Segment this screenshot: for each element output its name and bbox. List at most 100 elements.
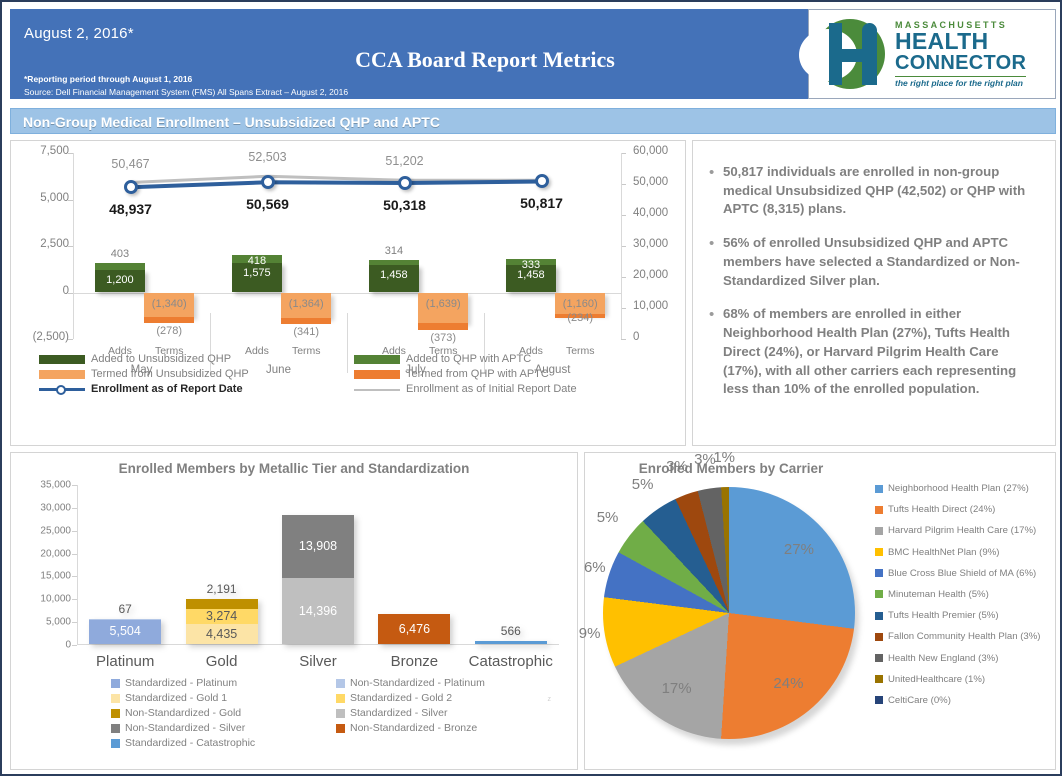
legend-item: Health New England (3%) [875,653,1053,664]
bar-value-label: (278) [156,324,183,337]
legend-label: Termed from Unsubsidized QHP [91,368,249,380]
legend-item: Standardized - Gold 2 [336,692,561,704]
bar-value-label: (234) [567,312,594,325]
enrollment-combo-chart: 7,500 5,000 2,500 0 (2,500) 60,000 50,000 40,00… [10,140,686,446]
left-axis-tick-label: 5,000 [40,191,69,204]
legend-label: CeltiCare (0%) [888,694,951,706]
axis-tick [68,292,73,294]
axis-tick [68,199,73,201]
tier-category-label: Gold [205,653,238,670]
initial-report-value-label: 52,503 [248,150,287,165]
bar-added-unsubsidized: 1,458 [368,265,419,293]
tier-bar-column: 4,435 3,274 2,191 [185,484,258,644]
legend-label: Non-Standardized - Silver [125,722,246,734]
legend-label: Blue Cross Blue Shield of MA (6%) [888,567,1037,579]
subcategory-label: Adds [381,345,406,357]
pie-slice-percent-label: 5% [631,475,654,493]
bar-value-label: 403 [110,247,130,260]
highlight-bullet: • 56% of enrolled Unsubsidized QHP and AP… [709,234,1037,290]
section-title: Non-Group Medical Enrollment – Unsubsidi… [23,114,440,130]
group-separator [347,313,348,373]
legend-label: Enrollment as of Report Date [91,383,243,395]
axis-tick [621,153,626,154]
legend-label: Non-Standardized - Bronze [350,722,478,734]
right-axis-tick-label: 0 [633,331,640,343]
tier-axis-tick-label: 5,000 [45,616,71,628]
legend-color-swatch [39,369,85,379]
bar-added-aptc: 314 [368,245,419,266]
tier-axis-tick-label: 0 [65,639,71,651]
month-label: May [130,364,153,376]
segment-value-label: 3,274 [205,609,238,624]
legend-label: Neighborhood Health Plan (27%) [888,483,1029,494]
tier-bar-column: 6,476 [378,484,451,644]
bullet-dot-icon: • [709,306,715,324]
legend-label: Standardized - Silver [350,707,448,719]
legend-item: Standardized - Platinum [111,677,336,689]
legend-label: Standardized - Gold 2 [350,692,453,704]
legend-label: Fallon Community Health Plan (3%) [888,631,1041,643]
pie-graphic: 27% 24% 17% 9% 6% 5% 5% 3% 3% 1% [579,449,871,755]
tier-y-axis [77,485,78,645]
tier-bar-segment: 14,396 [282,578,354,644]
highlight-bullet: • 68% of members are enrolled in either N… [709,305,1037,399]
legend-item: UnitedHealthcare (1%) [875,674,1053,685]
carrier-pie-chart: Enrolled Members by Carrier 27% 24% 17% 9% 6… [579,449,1056,770]
tier-bar-segment: 4,435 [185,623,258,644]
axis-tick [621,246,626,247]
tier-x-axis [77,644,559,645]
legend-item: Tufts Health Direct (24%) [875,504,1053,515]
group-separator [484,313,485,373]
pie-slice-percent-label: 27% [783,541,814,559]
legend-color-swatch [875,675,883,684]
tier-chart-title: Enrolled Members by Metallic Tier and St… [118,461,470,476]
legend-item: Enrollment as of Initial Report Date [354,383,669,395]
legend-label: Health New England (3%) [888,652,999,664]
segment-value-label: 2,191 [206,581,237,596]
legend-color-swatch [875,632,883,641]
left-axis-line [73,153,74,339]
bar-termed-aptc: (234) [555,312,606,324]
report-date-value-label: 48,937 [109,201,152,218]
tier-bar-segment: 2,191 [185,582,258,609]
subcategory-label: Terms [154,345,184,357]
tier-axis-tick-label: 10,000 [40,593,71,605]
legend-item: Harvard Pilgrim Health Care (17%) [875,525,1053,536]
tier-chart-legend: Standardized - Platinum Non-Standardized … [111,677,561,752]
line-marker [397,176,412,190]
page-title: CCA Board Report Metrics [355,47,615,72]
legend-color-swatch [336,693,345,703]
legend-item: Non-Standardized - Platinum [336,677,561,689]
logo-wordmark: MASSACHUSETTS HEALTH CONNECTOR the right… [895,19,1027,87]
enrollment-chart-legend: Added to Unsubsidized QHP Added to QHP wi… [39,353,669,398]
highlight-bullet: • 50,817 individuals are enrolled in non-… [709,163,1037,219]
legend-item: Non-Standardized - Bronze [336,722,561,734]
tier-bar-column: 566 [474,484,547,644]
legend-color-swatch [875,696,883,705]
legend-color-swatch [875,590,883,599]
line-marker [260,175,275,190]
axis-tick [72,485,77,486]
bar-added-aptc: 333 [505,259,556,271]
tier-bar-segment: 6,476 [378,614,451,644]
bar-value-label: (1,160) [562,297,598,310]
tier-axis-tick-label: 15,000 [40,570,71,582]
axis-tick [621,277,626,278]
right-axis-tick-label: 10,000 [633,300,669,312]
line-marker [123,180,138,195]
legend-label: Standardized - Catastrophic [125,737,256,749]
axis-tick [621,339,626,340]
month-label: July [405,364,426,376]
bar-value-label: (1,364) [288,297,324,310]
tier-category-label: Platinum [96,653,155,670]
bar-value-label: 333 [521,259,541,272]
subcategory-label: Adds [518,345,543,357]
tier-axis-tick-label: 30,000 [40,502,71,514]
pie-chart-title: Enrolled Members by Carrier [638,461,824,476]
subcategory-label: Terms [565,345,595,357]
logo-state: MASSACHUSETTS [895,19,1008,30]
left-axis-tick-label: 2,500 [40,238,69,250]
axis-tick [72,645,77,646]
legend-item: Blue Cross Blue Shield of MA (6%) [875,568,1053,579]
legend-item: BMC HealthNet Plan (9%) [875,547,1053,558]
